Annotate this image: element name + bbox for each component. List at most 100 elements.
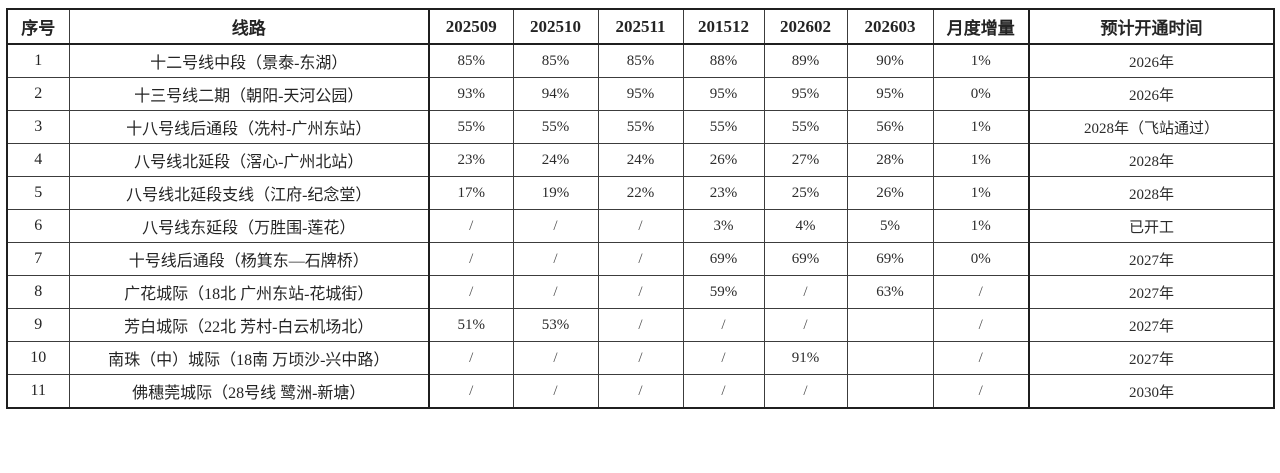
table-cell: 91%	[763, 341, 848, 375]
table-row: 7 十号线后通段（杨箕东—石牌桥） / //69% 69% 69% 0% 2027年	[6, 242, 1275, 276]
table-cell: 2028年	[1028, 176, 1275, 210]
table-cell: 55%	[682, 110, 765, 144]
table-cell: 1%	[932, 110, 1030, 144]
table-cell: 1%	[932, 43, 1030, 78]
row-index-cell: 11	[6, 374, 70, 409]
table-cell: 3%	[682, 209, 765, 243]
column-header-202509: 202509	[428, 8, 514, 45]
table-cell: 2027年	[1028, 275, 1275, 309]
table-cell: 2027年	[1028, 308, 1275, 342]
table-row: 6 八号线东延段（万胜围-莲花） / //3% 4% 5% 1% 已开工	[6, 209, 1275, 243]
table-cell: /	[932, 341, 1030, 375]
table-cell: /	[597, 308, 684, 342]
line-name-cell: 八号线北延段（滘心-广州北站）	[68, 143, 430, 177]
line-name-cell: 十八号线后通段（冼村-广州东站）	[68, 110, 430, 144]
table-cell: 2027年	[1028, 242, 1275, 276]
table-cell: 1%	[932, 209, 1030, 243]
table-cell: 59%	[682, 275, 765, 309]
table-cell	[846, 308, 934, 342]
table-cell: 1%	[932, 143, 1030, 177]
table-cell: /	[932, 308, 1030, 342]
column-header-index: 序号	[6, 8, 70, 45]
table-cell: 95%	[763, 77, 848, 111]
table-cell: 56%	[846, 110, 934, 144]
table-cell: 0%	[932, 242, 1030, 276]
table-cell: 89%	[763, 43, 848, 78]
column-header-expected-opening: 预计开通时间	[1028, 8, 1275, 45]
column-header-201512: 201512	[682, 8, 765, 45]
table-cell: /	[597, 374, 684, 409]
column-header-202603: 202603	[846, 8, 934, 45]
table-cell: /	[932, 275, 1030, 309]
table-cell: /	[428, 275, 514, 309]
table-cell: /	[682, 308, 765, 342]
line-name-cell: 芳白城际（22北 芳村-白云机场北）	[68, 308, 430, 342]
row-index-cell: 1	[6, 43, 70, 78]
column-header-202602: 202602	[763, 8, 848, 45]
table-cell: 2028年（飞站通过）	[1028, 110, 1275, 144]
table-cell: /	[512, 242, 599, 276]
column-header-monthly-increment: 月度增量	[932, 8, 1030, 45]
table-cell: /	[682, 341, 765, 375]
table-cell: 2028年	[1028, 143, 1275, 177]
table-cell: 24%	[597, 143, 684, 177]
table-cell: /	[682, 374, 765, 409]
table-cell: 95%	[846, 77, 934, 111]
row-index-cell: 5	[6, 176, 70, 210]
line-name-cell: 广花城际（18北 广州东站-花城街）	[68, 275, 430, 309]
table-cell: 25%	[763, 176, 848, 210]
table-cell: 69%	[682, 242, 765, 276]
line-name-cell: 八号线东延段（万胜围-莲花）	[68, 209, 430, 243]
table-cell: 26%	[682, 143, 765, 177]
table-cell: 2026年	[1028, 43, 1275, 78]
table-cell: 22%	[597, 176, 684, 210]
table-cell: /	[428, 374, 514, 409]
table-cell: /	[597, 341, 684, 375]
table-cell: 19%	[512, 176, 599, 210]
table-row: 11 佛穗莞城际（28号线 鹭洲-新塘） / / / / //2030年	[6, 374, 1275, 409]
table-cell: /	[597, 275, 684, 309]
table-row: 3 十八号线后通段（冼村-广州东站） 55% 55% 55% 55% 55% 56% 1% 202…	[6, 110, 1275, 144]
metro-progress-table-container: 序号 线路 202509 202510 202511 201512 202602…	[6, 8, 1275, 409]
column-header-202510: 202510	[512, 8, 599, 45]
line-name-cell: 十号线后通段（杨箕东—石牌桥）	[68, 242, 430, 276]
line-name-cell: 十三号线二期（朝阳-天河公园）	[68, 77, 430, 111]
table-cell: 51%	[428, 308, 514, 342]
column-header-line: 线路	[68, 8, 430, 45]
table-cell: 23%	[428, 143, 514, 177]
table-cell: 26%	[846, 176, 934, 210]
table-cell: 95%	[597, 77, 684, 111]
row-index-cell: 8	[6, 275, 70, 309]
row-index-cell: 6	[6, 209, 70, 243]
table-cell: 55%	[428, 110, 514, 144]
table-cell: 2026年	[1028, 77, 1275, 111]
table-cell: /	[512, 209, 599, 243]
table-cell: 85%	[428, 43, 514, 78]
table-row: 9 芳白城际（22北 芳村-白云机场北） 51% 53% / / //2027年	[6, 308, 1275, 342]
column-header-202511: 202511	[597, 8, 684, 45]
table-cell: 0%	[932, 77, 1030, 111]
table-cell: /	[512, 341, 599, 375]
table-row: 10 南珠（中）城际（18南 万顷沙-兴中路） / / //91%/2027年	[6, 341, 1275, 375]
table-cell: 85%	[597, 43, 684, 78]
row-index-cell: 10	[6, 341, 70, 375]
table-cell: /	[428, 242, 514, 276]
table-row: 2 十三号线二期（朝阳-天河公园） 93% 94% 95% 95% 95% 95% 0% 2026…	[6, 77, 1275, 111]
table-cell	[846, 374, 934, 409]
table-cell: 63%	[846, 275, 934, 309]
table-cell: 23%	[682, 176, 765, 210]
table-cell: 55%	[597, 110, 684, 144]
row-index-cell: 4	[6, 143, 70, 177]
line-name-cell: 南珠（中）城际（18南 万顷沙-兴中路）	[68, 341, 430, 375]
line-name-cell: 八号线北延段支线（江府-纪念堂）	[68, 176, 430, 210]
table-cell: 28%	[846, 143, 934, 177]
table-cell: /	[512, 275, 599, 309]
table-cell: 85%	[512, 43, 599, 78]
table-cell: /	[597, 209, 684, 243]
table-cell: 55%	[763, 110, 848, 144]
table-row: 4 八号线北延段（滘心-广州北站） 23% 24% 24% 26% 27% 28% 1% 2028…	[6, 143, 1275, 177]
table-cell: 已开工	[1028, 209, 1275, 243]
table-cell: /	[428, 341, 514, 375]
table-cell: 90%	[846, 43, 934, 78]
table-header: 序号 线路 202509 202510 202511 201512 202602…	[6, 8, 1275, 45]
